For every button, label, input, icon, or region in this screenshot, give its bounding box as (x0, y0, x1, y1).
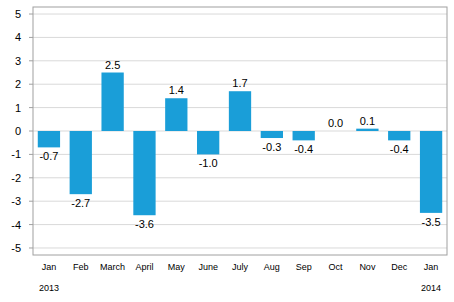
category-label: Jan (424, 262, 439, 272)
data-label: -2.7 (71, 197, 90, 209)
tick-label: 5 (15, 8, 21, 20)
tick-mark (29, 247, 33, 248)
grid-line (33, 60, 447, 61)
tick-mark (29, 37, 33, 38)
data-label: -1.0 (199, 157, 218, 169)
grid-line (33, 224, 447, 225)
plot-frame (33, 7, 447, 255)
category-label: June (198, 262, 218, 272)
tick-mark (29, 131, 33, 132)
bar (70, 131, 92, 194)
data-label: 1.4 (169, 84, 184, 96)
grid-line (33, 37, 447, 38)
bar (38, 131, 60, 147)
bar (261, 131, 283, 138)
category-label: April (135, 262, 153, 272)
data-label: 2.5 (105, 59, 120, 71)
grid-line (33, 14, 447, 15)
data-label: -0.3 (262, 141, 281, 153)
tick-mark (29, 84, 33, 85)
tick-label: 1 (15, 102, 21, 114)
category-label: Oct (329, 262, 344, 272)
bar (324, 131, 346, 132)
tick-label: -5 (11, 242, 21, 254)
data-label: -3.5 (422, 216, 441, 228)
category-label: March (100, 262, 125, 272)
grid-line (33, 247, 447, 248)
category-label: May (168, 262, 186, 272)
tick-mark (29, 201, 33, 202)
bar (165, 98, 187, 131)
tick-mark (29, 177, 33, 178)
grid-line (33, 201, 447, 202)
tick-mark (29, 107, 33, 108)
category-label: Feb (73, 262, 89, 272)
bar (197, 131, 219, 154)
bar (388, 131, 410, 140)
tick-mark (29, 224, 33, 225)
category-label: Aug (264, 262, 280, 272)
bar (420, 131, 442, 213)
year-label: 2014 (421, 283, 441, 293)
category-label: Dec (391, 262, 408, 272)
tick-label: 3 (15, 55, 21, 67)
bar (293, 131, 315, 140)
data-label: -0.7 (39, 150, 58, 162)
category-label: Nov (359, 262, 376, 272)
tick-mark (29, 154, 33, 155)
category-label: Sep (296, 262, 312, 272)
tick-label: 4 (15, 31, 21, 43)
tick-label: 0 (15, 125, 21, 137)
data-label: -0.4 (390, 143, 409, 155)
tick-label: -4 (11, 219, 21, 231)
tick-mark (29, 14, 33, 15)
data-label: -3.6 (135, 218, 154, 230)
chart: -5 -4 -3 -2 -1 0 1 2 3 4 5 -0.7 -2.7 2.5 -3.6 1.4 -1.0 1.… (0, 0, 454, 302)
data-label: -0.4 (294, 143, 313, 155)
bar (356, 129, 378, 131)
grid-line (33, 177, 447, 178)
tick-label: -1 (11, 148, 21, 160)
data-label: 0.1 (360, 115, 375, 127)
data-label: 0.0 (328, 117, 343, 129)
bar (133, 131, 155, 215)
bar (229, 91, 251, 131)
tick-mark (29, 60, 33, 61)
tick-label: -2 (11, 172, 21, 184)
tick-label: 2 (15, 78, 21, 90)
bar (101, 73, 123, 131)
category-label: July (232, 262, 249, 272)
category-label: Jan (42, 262, 57, 272)
data-label: 1.7 (232, 77, 247, 89)
tick-label: -3 (11, 195, 21, 207)
year-label: 2013 (39, 283, 59, 293)
grid-line (33, 154, 447, 155)
